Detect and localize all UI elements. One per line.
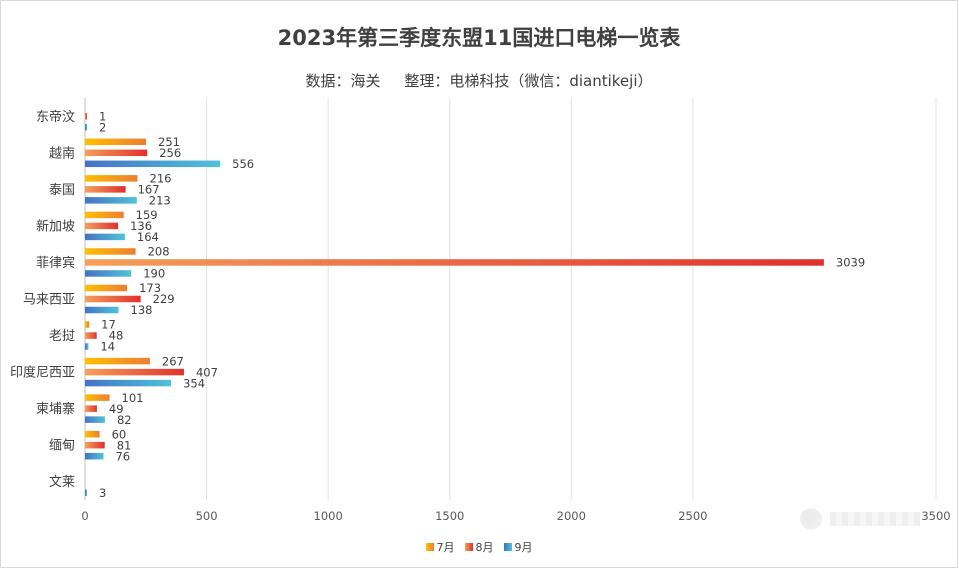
data-label-august: 136 [130, 219, 152, 233]
bar-july[interactable] [85, 211, 124, 219]
bar-august[interactable] [85, 222, 119, 230]
chart-subtitle: 数据：海关 整理：电梯科技（微信：diantikeji） [305, 72, 653, 90]
data-label-september: 82 [117, 413, 132, 427]
category-label: 东帝汶 [36, 109, 75, 125]
category-label: 老挝 [49, 329, 75, 344]
bar-july[interactable] [85, 430, 100, 438]
data-label-august: 229 [153, 292, 175, 306]
data-label-september: 76 [115, 449, 130, 463]
data-label-august: 1 [99, 109, 106, 123]
data-label-september: 354 [183, 376, 205, 390]
gridlines [84, 98, 937, 500]
data-label-july: 267 [162, 354, 184, 368]
data-label-august: 407 [196, 365, 218, 379]
x-tick-label: 2500 [678, 509, 707, 523]
legend-item-july[interactable]: 7月 [425, 539, 455, 555]
bar-september[interactable] [85, 379, 172, 387]
bar-september[interactable] [85, 452, 104, 460]
data-label-september: 14 [100, 340, 115, 354]
bars [85, 113, 824, 496]
data-label-august: 49 [109, 402, 124, 416]
legend-label-july: 7月 [436, 541, 455, 554]
x-tick-label: 3500 [921, 509, 950, 523]
watermark [800, 505, 928, 533]
data-label-august: 48 [109, 329, 124, 343]
chart-title: 2023年第三季度东盟11国进口电梯一览表 [277, 26, 681, 50]
category-label: 越南 [49, 145, 75, 161]
bar-august[interactable] [85, 332, 97, 339]
legend-swatch-july [425, 543, 434, 551]
data-label-july: 216 [150, 172, 172, 186]
data-label-september: 556 [232, 157, 254, 171]
x-tick-label: 1500 [435, 509, 464, 523]
x-tick-label: 2000 [557, 509, 586, 523]
bar-september[interactable] [85, 343, 89, 350]
bar-september[interactable] [85, 124, 87, 131]
bar-september[interactable] [85, 270, 132, 277]
category-label: 缅甸 [49, 439, 75, 454]
data-label-september: 164 [137, 230, 159, 244]
bar-july[interactable] [85, 138, 147, 146]
legend-swatch-september [503, 543, 512, 551]
data-label-july: 101 [122, 391, 144, 405]
bar-september[interactable] [85, 160, 221, 168]
data-label-august: 3039 [836, 256, 865, 270]
legend-swatch-august [464, 543, 473, 551]
data-label-september: 213 [149, 194, 171, 208]
data-label-july: 159 [136, 208, 158, 222]
watermark-blur [830, 512, 920, 526]
data-label-august: 167 [138, 183, 160, 197]
data-label-july: 173 [139, 281, 161, 295]
bar-september[interactable] [85, 416, 105, 423]
bar-july[interactable] [85, 321, 90, 328]
bar-august[interactable] [85, 259, 824, 266]
data-label-july: 60 [112, 427, 127, 441]
data-label-august: 81 [117, 438, 132, 452]
x-tick-label: 1000 [314, 509, 343, 523]
data-label-september: 190 [143, 267, 165, 281]
data-label-july: 251 [158, 135, 180, 149]
data-label-july: 17 [101, 318, 116, 332]
bar-july[interactable] [85, 175, 138, 182]
legend: 7月 8月 9月 [0, 539, 958, 555]
x-tick-label: 500 [196, 509, 218, 523]
bar-august[interactable] [85, 186, 126, 193]
data-label-september: 138 [131, 303, 153, 317]
bar-july[interactable] [85, 357, 150, 365]
watermark-icon [800, 508, 822, 530]
bar-august[interactable] [85, 149, 148, 157]
category-label: 新加坡 [36, 218, 75, 234]
category-label: 泰国 [49, 183, 75, 198]
bar-july[interactable] [85, 394, 110, 401]
bar-august[interactable] [85, 405, 97, 412]
data-label-august: 256 [159, 146, 181, 160]
category-label: 印度尼西亚 [10, 365, 75, 381]
bar-september[interactable] [85, 306, 119, 314]
bar-september[interactable] [85, 489, 87, 496]
bar-september[interactable] [85, 233, 125, 241]
legend-item-september[interactable]: 9月 [503, 539, 533, 555]
data-label-september: 3 [99, 486, 106, 500]
bar-august[interactable] [85, 113, 87, 120]
legend-item-august[interactable]: 8月 [464, 539, 494, 555]
legend-label-august: 8月 [475, 541, 494, 554]
bar-september[interactable] [85, 197, 137, 204]
category-label: 马来西亚 [23, 293, 75, 308]
bar-july[interactable] [85, 284, 128, 292]
bar-august[interactable] [85, 368, 184, 376]
x-tick-label: 0 [81, 509, 88, 523]
data-label-july: 208 [148, 245, 170, 259]
bar-july[interactable] [85, 248, 136, 255]
category-label: 菲律宾 [36, 255, 75, 271]
bar-august[interactable] [85, 441, 105, 449]
data-label-september: 2 [99, 120, 106, 134]
category-label: 文莱 [49, 475, 75, 490]
category-label: 柬埔寨 [36, 401, 75, 417]
bar-august[interactable] [85, 295, 141, 303]
legend-label-september: 9月 [514, 541, 533, 554]
